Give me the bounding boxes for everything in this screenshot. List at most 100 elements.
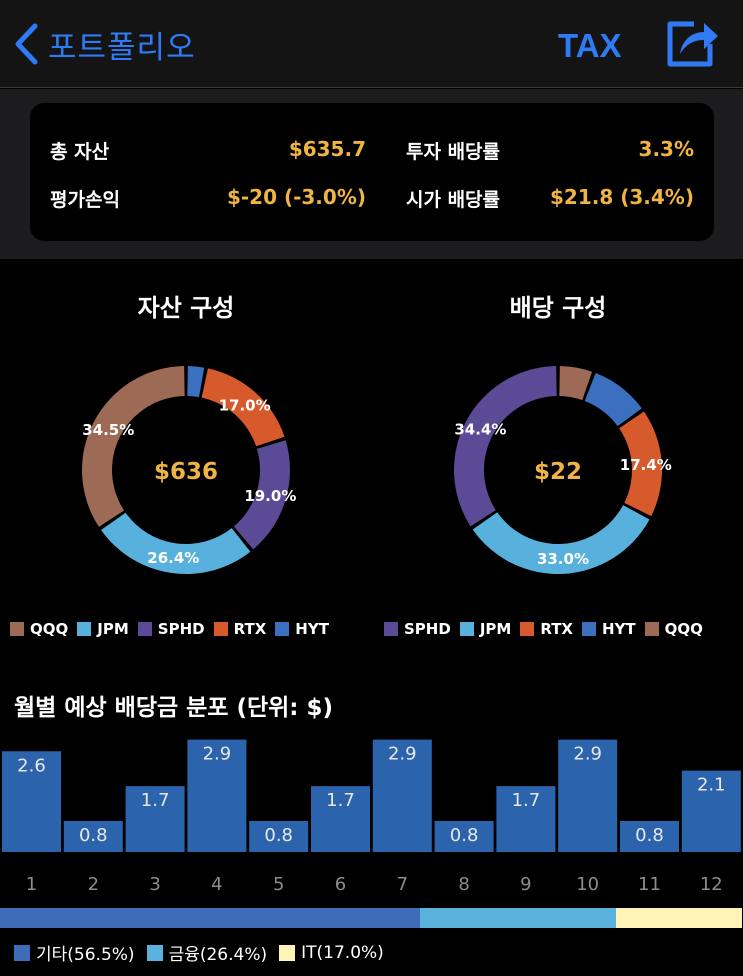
dividend-slice-sphd[interactable] [454, 366, 557, 527]
monthly-dividend-chart: 2.6 1 0.8 2 1.7 3 2.9 4 0.8 5 1.7 6 2.9 7 0.8 8 1.7 9 2.9 1… [2, 739, 741, 895]
asset-legend-item-hyt: HYT [275, 620, 329, 638]
legend-swatch [146, 944, 163, 961]
asset-slice-hyt[interactable] [187, 366, 205, 398]
total-assets-label: 총 자산 [50, 141, 110, 163]
legend-swatch [275, 622, 290, 636]
month-tick-4: 4 [211, 874, 222, 895]
dividend-legend: SPHD JPM RTX HYT QQQ [384, 620, 712, 638]
market-yield-value: $21.8 (3.4%) [550, 185, 694, 209]
legend-label: SPHD [157, 620, 205, 638]
asset-slice-qqq[interactable] [82, 366, 185, 527]
asset-legend-item-sphd: SPHD [137, 620, 205, 638]
month-tick-3: 3 [149, 874, 160, 895]
dividend-slice-label-rtx: 17.4% [620, 456, 672, 474]
legend-label: HYT [295, 620, 329, 638]
invest-yield-label: 투자 배당률 [406, 141, 501, 163]
sector-segment-it [615, 908, 743, 928]
dividend-legend-item-sphd: SPHD [384, 620, 451, 638]
back-button[interactable]: 포트폴리오 [14, 22, 196, 66]
month-bar-12[interactable] [681, 770, 741, 852]
legend-swatch [10, 622, 24, 636]
month-bar-2[interactable] [63, 821, 123, 852]
legend-label: QQQ [664, 620, 703, 638]
legend-label: 금융(26.4%) [168, 945, 268, 965]
legend-swatch [213, 622, 228, 636]
month-bar-10[interactable] [558, 739, 618, 852]
month-bar-value-6: 1.7 [326, 790, 355, 811]
dividend-slice-label-jpm: 33.0% [537, 550, 589, 568]
invest-yield-value: 3.3% [638, 137, 694, 161]
monthly-dividend-title: 월별 예상 배당금 분포 (단위: $) [14, 695, 334, 721]
legend-swatch [459, 622, 474, 636]
month-bar-11[interactable] [620, 821, 679, 852]
month-bar-value-5: 0.8 [264, 825, 293, 846]
share-icon [667, 21, 718, 67]
asset-legend: QQQ JPM SPHD RTX HYT [10, 620, 338, 638]
legend-swatch [137, 622, 152, 636]
chevron-left-icon [15, 23, 38, 65]
month-bar-6[interactable] [311, 786, 370, 852]
legend-swatch [520, 622, 535, 636]
legend-swatch [279, 944, 296, 961]
dividend-legend-item-rtx: RTX [520, 620, 573, 638]
month-bar-3[interactable] [125, 786, 185, 852]
asset-chart-title: 자산 구성 [137, 294, 235, 322]
dividend-donut-chart: 17.4% 33.0% 34.4% $22 [454, 366, 672, 574]
month-bar-7[interactable] [372, 739, 432, 852]
summary-card: 총 자산 $635.7 투자 배당률 3.3% 평가손익 $-20 (-3.0%… [30, 103, 714, 241]
dividend-legend-item-jpm: JPM [459, 620, 512, 638]
dividend-slice-rtx[interactable] [619, 411, 662, 517]
month-bar-value-11: 0.8 [635, 825, 664, 846]
legend-swatch [384, 622, 398, 636]
legend-label: SPHD [404, 620, 451, 638]
month-tick-5: 5 [273, 874, 284, 895]
asset-donut-chart: 17.0% 19.0% 26.4% 34.5% $636 [82, 366, 296, 574]
month-bar-4[interactable] [187, 739, 247, 852]
asset-slice-label-sphd: 19.0% [244, 487, 296, 505]
sector-segment-기타 [0, 908, 420, 928]
dividend-slice-qqq[interactable] [559, 366, 593, 401]
sector-legend-item-기타: 기타(56.5%) [14, 940, 135, 965]
tax-button[interactable]: TAX [558, 27, 622, 64]
month-tick-12: 12 [700, 874, 723, 895]
legend-label: JPM [479, 620, 512, 638]
sector-legend-item-it: IT(17.0%) [279, 943, 384, 963]
month-bar-5[interactable] [249, 821, 309, 852]
dividend-slice-hyt[interactable] [584, 373, 642, 427]
month-tick-2: 2 [88, 874, 99, 895]
dividend-slice-jpm[interactable] [472, 505, 650, 574]
asset-slice-jpm[interactable] [101, 512, 251, 574]
month-tick-6: 6 [335, 874, 346, 895]
month-bar-value-2: 0.8 [79, 825, 108, 846]
dividend-legend-item-hyt: HYT [582, 620, 636, 638]
asset-slice-rtx[interactable] [201, 368, 285, 447]
month-bar-8[interactable] [434, 821, 494, 852]
month-tick-8: 8 [458, 874, 469, 895]
legend-swatch [582, 622, 597, 636]
month-bar-value-9: 1.7 [512, 790, 541, 811]
summary-section: 총 자산 $635.7 투자 배당률 3.3% 평가손익 $-20 (-3.0%… [0, 89, 743, 259]
legend-label: RTX [233, 620, 267, 638]
sector-segment-금융 [419, 908, 616, 928]
month-bar-value-8: 0.8 [450, 825, 479, 846]
share-button[interactable] [664, 18, 720, 74]
legend-swatch [644, 622, 659, 636]
month-tick-11: 11 [638, 874, 661, 895]
legend-label: HYT [602, 620, 636, 638]
month-tick-9: 9 [520, 874, 531, 895]
month-bar-9[interactable] [496, 786, 556, 852]
month-bar-value-3: 1.7 [141, 790, 170, 811]
pnl-value: $-20 (-3.0%) [226, 185, 366, 209]
asset-slice-label-jpm: 26.4% [147, 549, 199, 567]
dividend-center-total: $22 [534, 459, 582, 485]
month-tick-7: 7 [397, 874, 408, 895]
sector-legend-item-금융: 금융(26.4%) [146, 940, 268, 965]
month-bar-value-7: 2.9 [388, 744, 417, 765]
asset-slice-sphd[interactable] [233, 440, 290, 550]
month-bar-value-4: 2.9 [203, 744, 232, 765]
month-bar-value-10: 2.9 [573, 744, 602, 765]
month-bar-1[interactable] [2, 751, 61, 852]
back-label: 포트폴리오 [48, 29, 196, 66]
dividend-chart-title: 배당 구성 [509, 294, 607, 322]
legend-swatch [77, 622, 92, 636]
